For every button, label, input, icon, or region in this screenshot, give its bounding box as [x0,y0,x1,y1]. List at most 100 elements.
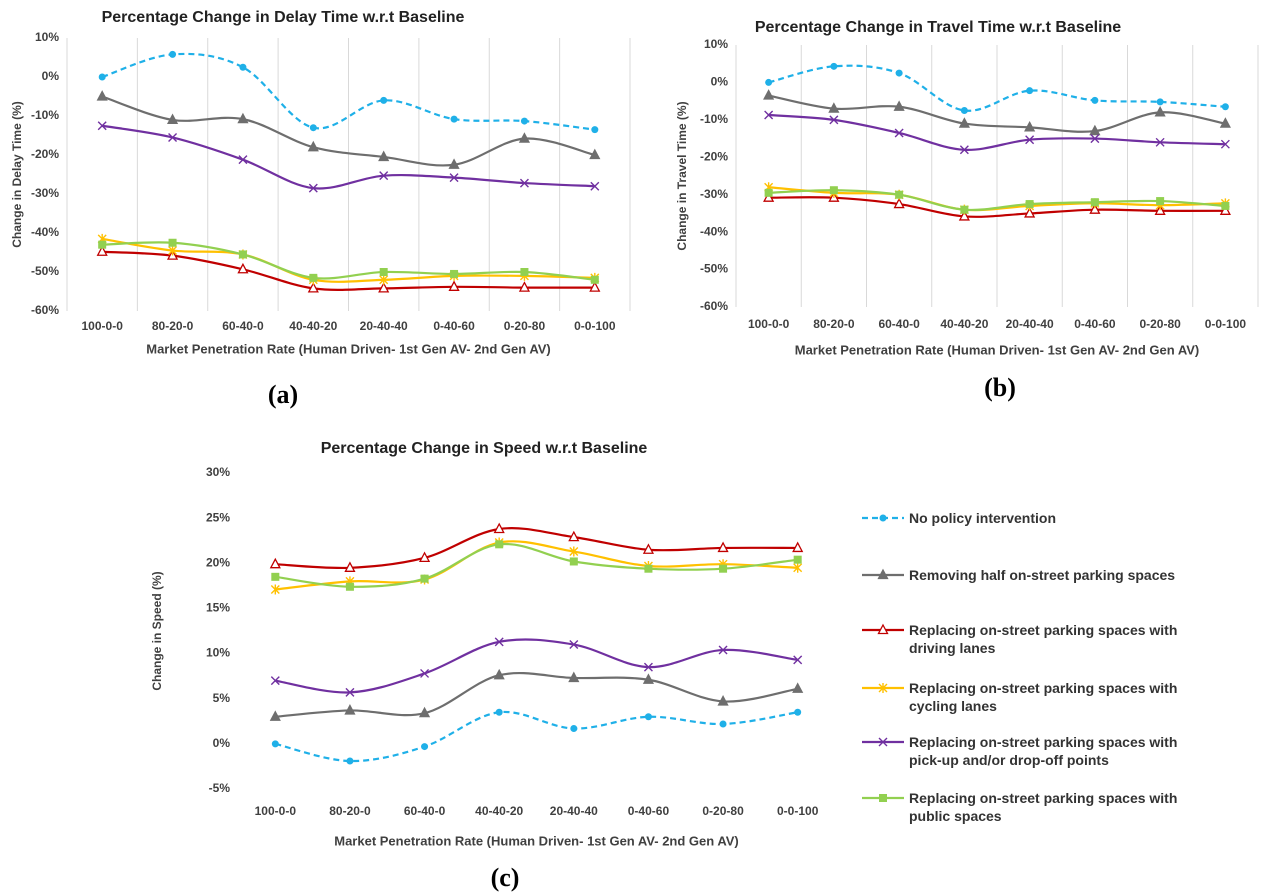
series-line [768,94,1226,133]
series-line [768,189,1226,212]
marker [168,238,177,247]
x-tick-label: 20-40-40 [360,319,408,333]
series-line [102,124,595,190]
marker [793,562,803,573]
marker [1220,139,1230,149]
marker [792,541,804,553]
marker [878,737,888,747]
marker [1221,103,1229,111]
chart-title: Percentage Change in Travel Time w.r.t B… [755,19,1121,36]
series-line [768,113,1226,151]
y-tick-label: -20% [31,147,59,161]
marker [877,623,889,635]
marker [877,568,889,580]
x-tick-label: 80-20-0 [152,319,194,333]
marker [494,637,504,647]
x-tick-label: 0-0-100 [1205,317,1247,331]
marker [345,687,355,697]
x-tick-label: 0-40-60 [1074,317,1116,331]
y-tick-label: -30% [31,186,59,200]
x-tick-label: 0-20-80 [504,319,546,333]
marker [589,281,601,292]
marker [238,155,248,165]
y-tick-label: -40% [700,224,728,238]
marker [309,124,317,132]
marker [495,708,503,716]
marker [590,275,599,284]
marker [493,668,505,680]
marker [717,541,729,553]
marker [449,173,459,183]
series-line [101,52,595,131]
marker [1090,134,1100,144]
chart-title: Percentage Change in Delay Time w.r.t Ba… [102,9,465,26]
marker [239,63,247,71]
marker [168,132,178,142]
x-tick-label: 0-20-80 [1139,317,1181,331]
marker [568,530,580,542]
marker [642,543,655,554]
x-axis-label: Market Penetration Rate (Human Driven- 1… [334,833,739,848]
marker [1154,105,1166,117]
marker [764,188,773,197]
legend-label: Replacing on-street parking spaces with … [909,622,1178,656]
y-tick-label: 10% [35,30,59,44]
series-line [102,250,595,291]
marker [270,676,280,686]
legend-label: Replacing on-street parking spaces with … [909,790,1178,824]
marker [960,107,968,114]
marker [378,150,390,162]
marker [569,546,579,557]
series-line [101,95,596,167]
y-tick-label: -60% [700,299,728,313]
marker [878,683,888,693]
marker [1090,198,1099,207]
marker [98,240,107,249]
legend-label: Replacing on-street parking spaces with … [909,680,1178,714]
marker [719,564,728,573]
marker [97,121,107,131]
marker [237,262,249,274]
marker [570,725,578,733]
y-tick-label: -50% [700,262,728,276]
marker [421,743,429,751]
y-tick-label: -30% [700,187,728,201]
x-tick-label: 40-40-20 [289,319,337,333]
marker [591,126,599,134]
marker [271,740,279,748]
x-tick-label: 60-40-0 [222,319,264,333]
y-tick-label: -5% [209,781,231,795]
marker [346,757,354,765]
marker [568,671,580,683]
marker [1155,137,1165,147]
marker [379,274,389,285]
marker [644,564,653,573]
caption: (a) [268,380,298,409]
y-tick-label: 0% [213,736,231,750]
marker [763,191,775,202]
y-tick-label: -10% [700,112,728,126]
y-tick-label: 5% [213,691,231,705]
marker [520,268,529,276]
x-tick-label: 20-40-40 [550,804,598,818]
marker [309,273,318,282]
marker [643,662,653,672]
x-tick-label: 60-40-0 [404,804,446,818]
marker [893,197,905,209]
marker [307,281,319,293]
marker [448,280,460,291]
marker [764,110,774,120]
x-tick-label: 0-40-60 [433,319,475,333]
marker [642,673,655,684]
marker [1025,135,1035,145]
y-tick-label: 10% [704,37,728,51]
marker [794,708,802,716]
y-axis-label: Change in Travel Time (%) [675,101,689,250]
x-tick-label: 20-40-40 [1006,317,1054,331]
marker [1219,117,1231,128]
marker [960,205,969,214]
marker [518,132,531,143]
y-tick-label: -40% [31,225,59,239]
marker [448,158,460,169]
